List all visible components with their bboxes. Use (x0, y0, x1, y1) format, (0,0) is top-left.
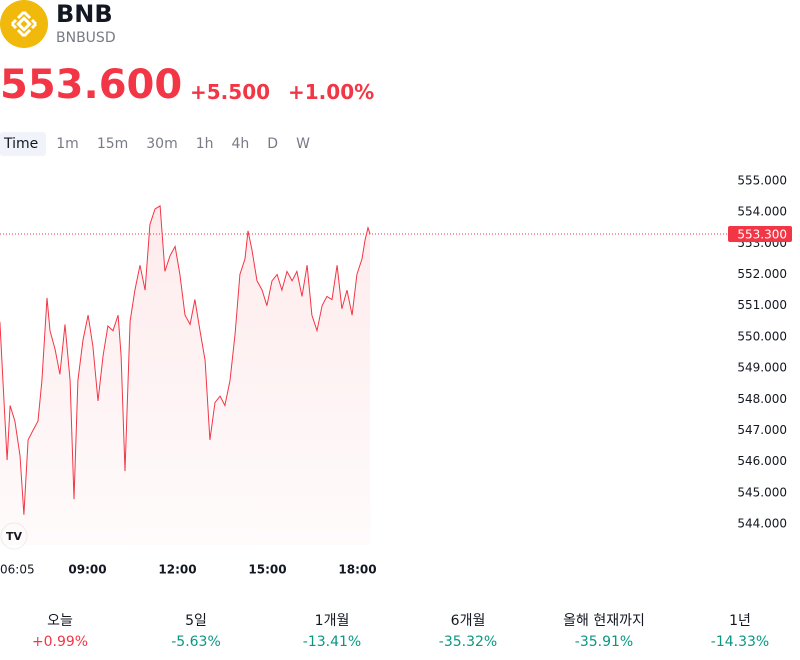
interval-tab[interactable]: 30m (146, 136, 178, 152)
y-tick-label: 551.000 (737, 298, 787, 312)
stat-label: 5일 (185, 613, 207, 629)
y-tick-label: 555.000 (737, 173, 787, 187)
stat[interactable]: 올해 현재까지 -35.91% (544, 610, 664, 650)
stat[interactable]: 6개월 -35.32% (408, 610, 528, 650)
area-fill (0, 205, 371, 545)
interval-tab[interactable]: 4h (231, 136, 250, 152)
stat-value: -35.91% (574, 634, 634, 650)
x-tick-label: 15:00 (248, 563, 286, 577)
x-tick-label: 09:00 (68, 563, 106, 577)
stat-label: 올해 현재까지 (563, 613, 645, 629)
interval-tab[interactable]: Time (0, 132, 47, 156)
interval-tab[interactable]: 1h (195, 136, 214, 152)
stat-label: 6개월 (450, 613, 486, 629)
x-tick-label: 12:00 (158, 563, 196, 577)
stat[interactable]: 오늘 +0.99% (0, 610, 120, 650)
asset-name: BNB (56, 0, 113, 28)
performance-stats: 오늘 +0.99% 5일 -5.63% 1개월 -13.41% 6개월 -35.32% 올해 현… (0, 610, 800, 650)
y-tick-label: 545.000 (737, 485, 787, 499)
stat-value: -35.32% (438, 634, 498, 650)
price: 553.600 (0, 62, 183, 108)
stat[interactable]: 1개월 -13.41% (272, 610, 392, 650)
y-tick-label: 552.000 (737, 267, 787, 281)
stat-label: 1개월 (314, 613, 350, 629)
y-tick-label: 547.000 (737, 423, 787, 437)
last-price-label: 553.300 (737, 227, 787, 241)
stat-value: -13.41% (302, 634, 362, 650)
price-change: +5.500 (190, 80, 271, 104)
asset-symbol: BNBUSD (56, 30, 116, 46)
y-tick-label: 554.000 (737, 205, 787, 219)
stat-value: -5.63% (171, 634, 221, 650)
last-price-box (728, 225, 792, 242)
y-tick-label: 548.000 (737, 392, 787, 406)
interval-tab[interactable]: W (296, 136, 310, 152)
x-tick-label: 06:05 (0, 563, 35, 577)
stat-value: -14.33% (710, 634, 770, 650)
stat-value: +0.99% (31, 634, 89, 650)
stat[interactable]: 5일 -5.63% (136, 610, 256, 650)
x-tick-label: 18:00 (338, 563, 376, 577)
stat-label: 1년 (729, 613, 751, 629)
interval-tab[interactable]: D (267, 136, 279, 152)
stat-label: 오늘 (47, 613, 73, 629)
y-tick-label: 550.000 (737, 329, 787, 343)
price-line (0, 205, 371, 515)
stat[interactable]: 1년 -14.33% (680, 610, 800, 650)
interval-tab[interactable]: 15m (96, 136, 129, 152)
y-tick-label: 546.000 (737, 454, 787, 468)
y-tick-label: 549.000 (737, 361, 787, 375)
chart: TV 544.000545.000546.000547.000548.00054… (0, 173, 792, 577)
price-change-percent: +1.00% (288, 80, 375, 104)
y-tick-label: 544.000 (737, 517, 787, 531)
interval-tabs: Time 1m 15m 30m 1h 4h D W (0, 132, 324, 156)
interval-tab[interactable]: 1m (56, 136, 79, 152)
logo (0, 0, 48, 48)
